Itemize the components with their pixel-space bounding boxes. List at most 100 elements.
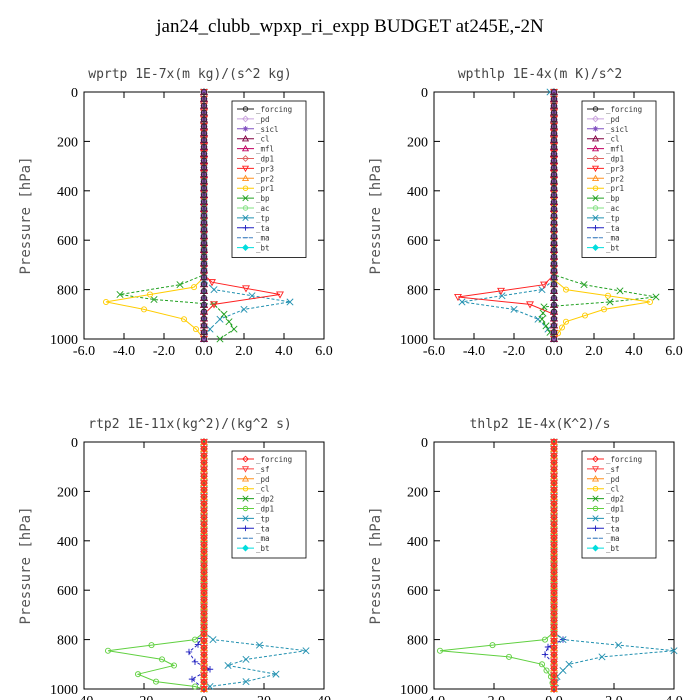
legend-label: _sf [256,465,270,474]
data-point [200,246,208,253]
y-tick-label: 800 [57,284,78,299]
legend-label: _dp1 [606,155,624,164]
x-tick-label: 6.0 [665,344,683,359]
legend-label: _bt [606,244,620,253]
legend-label: _cl [256,485,270,494]
series-forcing [200,438,208,693]
data-point [200,143,208,150]
legend-label: _mfl [256,145,274,154]
legend-marker [591,475,600,482]
legend-marker [242,214,249,222]
x-tick-label: 2.0 [605,694,623,700]
data-point [550,301,558,308]
data-point [550,260,558,267]
legend-marker [592,525,599,532]
legend-label: _dp1 [256,155,274,164]
data-point [191,658,199,666]
data-point [565,660,573,668]
data-point [200,130,208,137]
y-tick-label: 800 [407,634,428,649]
y-tick-label: 0 [421,436,428,451]
x-tick-label: 2.0 [235,344,253,359]
data-point [541,651,549,658]
legend-label: _ma [606,234,620,243]
x-tick-label: -40 [75,694,94,700]
legend-label: _sicl [606,125,629,134]
legend-label: _dp2 [606,495,624,504]
data-point [276,291,284,299]
y-axis-label: Pressure [hPa] [368,506,384,624]
data-point [200,157,208,164]
data-point [242,678,250,686]
x-tick-label: -6.0 [423,344,445,359]
legend-marker [242,115,249,123]
series-pr1 [102,88,208,343]
legend-label: _pr2 [256,174,274,183]
y-axis-label: Pressure [hPa] [368,156,384,274]
legend-label: _sf [606,465,620,474]
data-point [498,292,506,300]
legend-label: _pr1 [606,184,624,193]
series-forcing [550,438,558,693]
plot-area [104,437,310,694]
data-point [192,326,200,333]
data-point [200,335,208,343]
legend-label: _forcing [256,455,292,464]
series-line [203,442,307,690]
legend-label: _ac [256,204,270,213]
data-point [550,219,558,226]
legend: _forcing_sf_pd_cl_dp2_dp1_tp_ta_ma_bt [581,450,657,559]
legend-marker [592,244,599,252]
legend-marker [591,466,600,473]
legend-label: _mfl [606,145,624,154]
data-point [200,109,208,116]
legend-marker [242,126,249,132]
data-point [550,308,558,315]
legend-marker [592,225,599,231]
data-point [158,656,166,663]
x-tick-label: -4.0 [113,344,135,359]
data-point [550,123,558,130]
legend-marker [242,244,249,252]
y-tick-label: 200 [57,135,78,150]
legend-label: _ta [256,224,270,233]
data-point [538,661,546,668]
series-dp1 [436,438,558,693]
data-point [200,315,208,322]
data-point [240,305,248,313]
data-point [559,666,567,674]
data-point [550,335,558,343]
data-point [489,642,496,649]
data-point [206,666,214,673]
data-point [550,233,558,240]
legend-label: _pr2 [606,174,624,183]
data-point [526,301,534,309]
legend-marker [242,205,249,211]
data-point [116,291,124,299]
legend-label: _pd [256,475,270,484]
y-tick-label: 600 [407,234,428,249]
data-point [200,274,208,281]
data-point [188,675,196,683]
legend-marker [241,134,250,142]
data-point [550,246,558,253]
data-point [505,653,513,660]
data-point [146,291,154,298]
series-line [105,92,205,340]
data-point [206,683,214,691]
data-point [544,643,552,651]
data-point [286,298,294,306]
data-point [191,683,199,690]
data-point [242,285,250,293]
series-line [107,442,205,690]
x-tick-label: 6.0 [315,344,333,359]
data-point [550,294,558,301]
y-tick-label: 1000 [400,683,428,698]
data-point [200,308,208,315]
legend-label: _ta [606,524,620,533]
data-point [614,641,623,649]
data-point [550,685,558,693]
data-point [152,678,160,685]
data-point [230,325,238,333]
x-tick-label: -2.0 [153,344,175,359]
